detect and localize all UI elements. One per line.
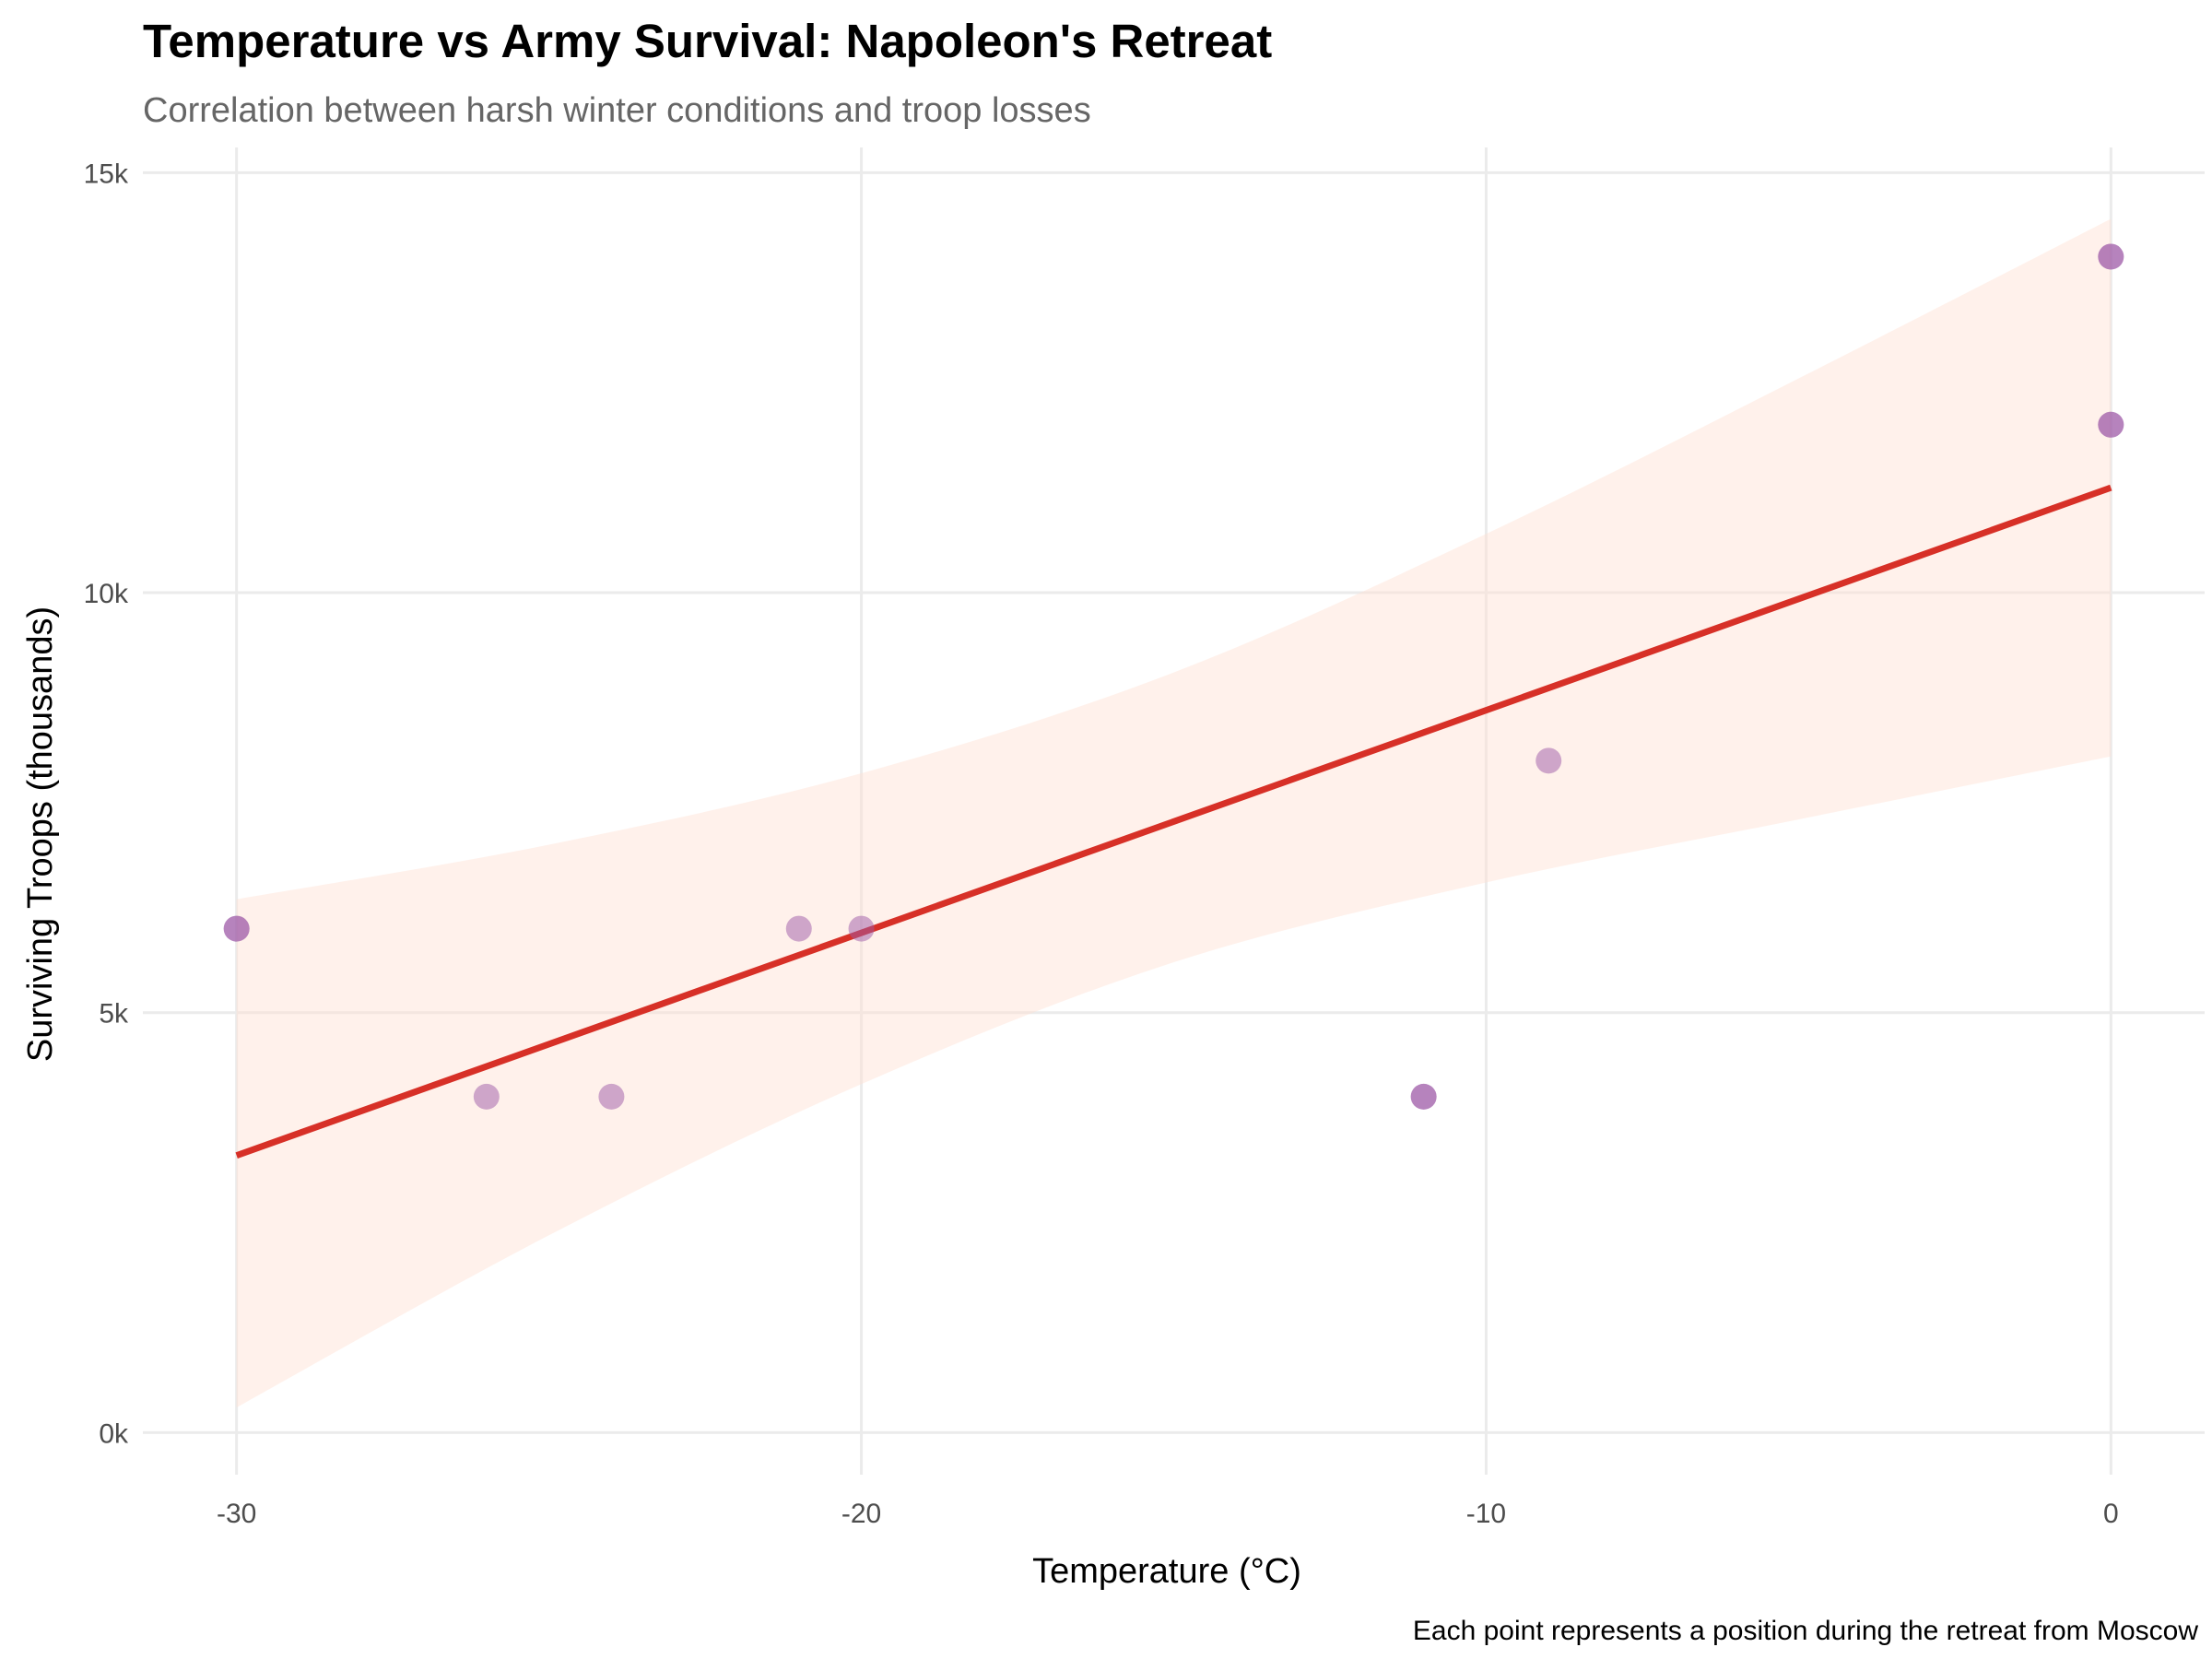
y-axis-title: Surviving Troops (thousands) bbox=[21, 606, 60, 1062]
data-point-4 bbox=[1535, 747, 1562, 774]
x-axis-title: Temperature (°C) bbox=[1032, 1552, 1301, 1591]
trend-line bbox=[235, 484, 2112, 1159]
x-tick-label-1: -20 bbox=[841, 1499, 881, 1529]
data-point-9 bbox=[473, 1083, 500, 1110]
data-point-10 bbox=[598, 1083, 625, 1110]
y-axis-ticks: 0k 5k 10k 15k bbox=[84, 159, 129, 1449]
chart-caption: Each point represents a position during … bbox=[1413, 1616, 2198, 1646]
x-axis-ticks: -30 -20 -10 0 bbox=[217, 1499, 2119, 1529]
y-tick-label-1: 5k bbox=[99, 999, 129, 1030]
x-tick-label-0: -30 bbox=[217, 1499, 256, 1529]
data-point-1 bbox=[2098, 243, 2124, 270]
y-tick-label-0: 0k bbox=[99, 1418, 129, 1449]
x-tick-label-2: -10 bbox=[1466, 1499, 1506, 1529]
data-points bbox=[223, 243, 2124, 1110]
data-point-8 bbox=[1410, 1083, 1437, 1110]
data-point-6 bbox=[848, 915, 875, 942]
trend-line-layer bbox=[235, 484, 2112, 1159]
confidence-band bbox=[236, 218, 2112, 1408]
gridlines bbox=[143, 147, 2205, 1475]
data-point-12 bbox=[223, 915, 250, 942]
data-point-5 bbox=[785, 915, 812, 942]
chart-title: Temperature vs Army Survival: Napoleon's… bbox=[143, 15, 1272, 67]
y-tick-label-2: 10k bbox=[84, 579, 129, 609]
data-point-3 bbox=[2098, 411, 2124, 438]
chart-subtitle: Correlation between harsh winter conditi… bbox=[143, 91, 1091, 130]
y-tick-label-3: 15k bbox=[84, 159, 129, 189]
confidence-band-layer bbox=[236, 218, 2112, 1408]
x-tick-label-3: 0 bbox=[2103, 1499, 2119, 1529]
